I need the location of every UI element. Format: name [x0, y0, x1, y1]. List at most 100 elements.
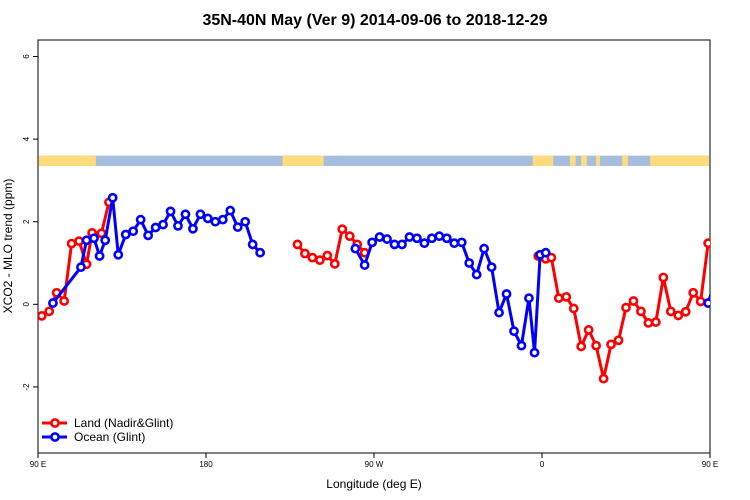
- legend-marker-0: [50, 418, 60, 428]
- land-segment-2: [532, 155, 542, 166]
- chart-title: 35N-40N May (Ver 9) 2014-09-06 to 2018-1…: [202, 12, 547, 29]
- series-0-point-2-13: [628, 296, 639, 306]
- series-1-point-0-24: [240, 216, 251, 227]
- series-0-point-1-0: [292, 239, 303, 250]
- series-0-point-2-18: [665, 306, 676, 317]
- series-0-point-2-16: [650, 317, 661, 327]
- series-1-point-0-19: [202, 213, 213, 224]
- series-1-point-1-26: [540, 247, 551, 258]
- series-1-point-1-6: [397, 239, 407, 250]
- series-1-line-1: [354, 234, 547, 355]
- series-0-point-0-0: [38, 310, 47, 321]
- series-1-point-0-4: [94, 251, 105, 261]
- series-1-point-1-12: [441, 233, 452, 244]
- series-0-point-2-8: [591, 340, 602, 351]
- x-axis: 90 E 180 90 W 0 90 E: [30, 453, 718, 469]
- series-1-point-2-2: [721, 237, 728, 244]
- series-1-point-1-11: [434, 231, 445, 242]
- series-layer: [38, 192, 749, 384]
- land-segment-4: [570, 155, 576, 166]
- series-0-point-1-1: [300, 248, 310, 259]
- y-tick-label-4: 6: [22, 54, 31, 59]
- series-0-point-0-5: [74, 236, 84, 247]
- land-segment-6: [596, 155, 600, 166]
- series-1-point-0-9: [128, 226, 139, 237]
- land-segment-1: [282, 155, 324, 166]
- series-1-point-0-13: [158, 219, 168, 230]
- series-1-point-0-16: [180, 209, 191, 220]
- y-axis: -2 0 2 4 6: [22, 54, 38, 390]
- land-segment-8: [650, 155, 709, 166]
- land-segment-7: [622, 155, 628, 166]
- series-0-point-2-11: [613, 335, 624, 346]
- land-ocean-strip: [39, 155, 709, 166]
- series-1-point-1-3: [374, 232, 385, 242]
- series-1-point-2-0: [703, 298, 710, 308]
- series-1-point-1-13: [449, 238, 460, 249]
- series-0-point-2-9: [598, 373, 609, 384]
- series-0-point-2-4: [561, 291, 572, 302]
- x-tick-label-2: 90 W: [365, 460, 384, 469]
- series-0-point-2-5: [568, 303, 579, 314]
- series-0-point-2-3: [553, 293, 564, 304]
- series-1-point-1-2: [367, 237, 378, 248]
- series-0-point-1-5: [329, 258, 340, 269]
- series-0-point-2-21: [688, 287, 699, 298]
- series-1-point-0-14: [165, 206, 176, 217]
- y-tick-label-1: 0: [22, 302, 31, 307]
- legend: Land (Nadir&Glint)Ocean (Glint): [42, 416, 173, 444]
- x-tick-label-1: 180: [199, 460, 213, 469]
- series-1-point-1-18: [486, 262, 497, 273]
- series-1-point-1-14: [456, 237, 467, 248]
- series-1-point-0-10: [135, 214, 146, 225]
- series-0-point-2-6: [576, 341, 587, 352]
- series-1-point-0-23: [232, 222, 243, 232]
- series-0-point-1-3: [314, 255, 325, 266]
- series-0-point-1-2: [307, 252, 318, 263]
- series-1-point-1-19: [494, 307, 504, 318]
- series-1-point-0-11: [143, 230, 154, 241]
- x-tick-label-0: 90 E: [30, 460, 46, 469]
- land-segment-3: [542, 155, 554, 166]
- series-1-point-0-1: [76, 262, 86, 273]
- series-1-point-1-16: [471, 269, 482, 280]
- series-0-point-2-22: [695, 296, 706, 307]
- series-1-point-0-3: [89, 233, 99, 244]
- series-1-point-1-23: [524, 293, 534, 304]
- series-0-point-1-6: [337, 224, 348, 235]
- ocean-band: [39, 155, 709, 166]
- series-1-point-1-10: [426, 233, 437, 244]
- land-segment-0: [39, 155, 96, 166]
- series-1-point-0-12: [150, 222, 161, 233]
- legend-label-0: Land (Nadir&Glint): [74, 416, 173, 430]
- series-1-point-0-7: [113, 249, 124, 260]
- series-1-point-1-20: [501, 289, 512, 299]
- series-1-point-1-1: [359, 260, 370, 270]
- x-tick-label-3: 0: [540, 460, 545, 469]
- series-1-point-1-0: [350, 243, 361, 254]
- x-tick-label-4: 90 E: [702, 460, 718, 469]
- series-0-point-2-10: [606, 339, 616, 350]
- series-0-point-2-27: [734, 229, 741, 236]
- series-0-point-0-4: [66, 238, 77, 249]
- series-0-point-2-15: [643, 318, 654, 328]
- series-0-point-2-14: [636, 306, 646, 317]
- series-0-point-2-28: [742, 233, 749, 240]
- series-1-point-0-17: [188, 223, 198, 234]
- series-1: [48, 192, 728, 358]
- series-1-point-0-6: [107, 192, 118, 203]
- series-0-point-2-23: [703, 238, 710, 249]
- x-axis-label: Longitude (deg E): [326, 477, 421, 491]
- series-1-point-0-18: [195, 209, 206, 220]
- series-1-point-2-1: [716, 264, 723, 271]
- series-0-point-2-12: [621, 302, 631, 313]
- y-axis-label: XCO2 - MLO trend (ppm): [1, 179, 15, 314]
- series-0-point-2-2: [546, 252, 557, 263]
- y-tick-label-2: 2: [22, 219, 31, 224]
- series-1-point-1-7: [404, 232, 415, 242]
- series-1-point-1-21: [509, 326, 519, 337]
- series-1-point-0-2: [81, 235, 92, 246]
- series-1-point-0-21: [217, 214, 228, 225]
- legend-marker-1: [50, 432, 60, 442]
